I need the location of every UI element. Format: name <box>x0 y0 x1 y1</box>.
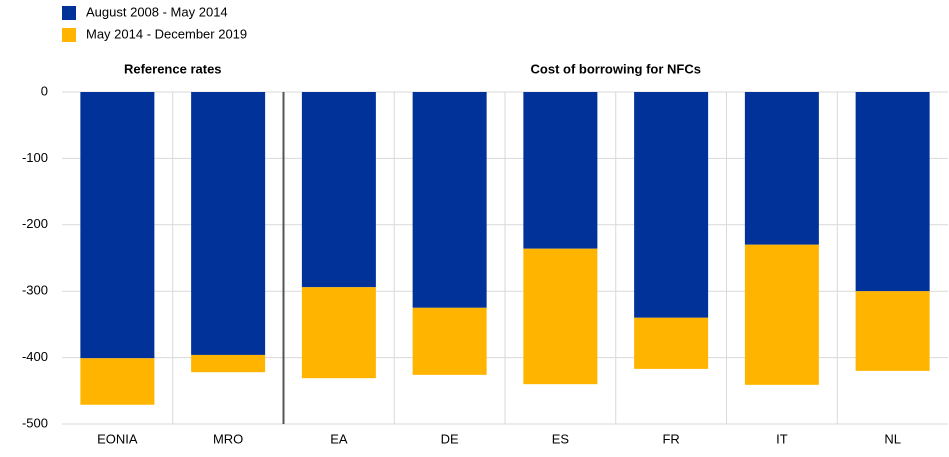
x-tick-label: EA <box>330 431 348 446</box>
bar-segment <box>191 354 266 373</box>
bar-segment <box>523 248 598 385</box>
legend-swatch <box>62 6 76 20</box>
x-tick-label: DE <box>441 431 459 446</box>
y-tick-label: 0 <box>41 83 48 98</box>
bar-segment <box>412 92 487 308</box>
y-tick-label: -500 <box>22 415 48 430</box>
y-tick-label: -300 <box>22 283 48 298</box>
bar-segment <box>855 291 930 371</box>
bar-segment <box>301 92 376 288</box>
x-tick-label: ES <box>552 431 570 446</box>
x-tick-label: EONIA <box>97 431 138 446</box>
bar-segment <box>855 92 930 292</box>
group-label: Cost of borrowing for NFCs <box>531 61 701 76</box>
y-tick-label: -100 <box>22 150 48 165</box>
bar-segment <box>301 287 376 379</box>
bar-segment <box>80 92 155 359</box>
bar-segment <box>412 307 487 375</box>
bar-segment <box>80 358 155 405</box>
y-tick-label: -200 <box>22 216 48 231</box>
bar-segment <box>523 92 598 249</box>
legend-label: August 2008 - May 2014 <box>86 4 228 19</box>
bar-segment <box>744 244 819 385</box>
bar-segment <box>634 317 709 369</box>
legend-swatch <box>62 28 76 42</box>
x-tick-label: IT <box>776 431 788 446</box>
legend-label: May 2014 - December 2019 <box>86 26 247 41</box>
x-tick-label: MRO <box>213 431 243 446</box>
bar-segment <box>191 92 266 355</box>
bar-segment <box>744 92 819 245</box>
x-tick-label: NL <box>884 431 901 446</box>
y-tick-label: -400 <box>22 349 48 364</box>
bar-segment <box>634 92 709 318</box>
group-label: Reference rates <box>124 61 222 76</box>
x-tick-label: FR <box>662 431 679 446</box>
